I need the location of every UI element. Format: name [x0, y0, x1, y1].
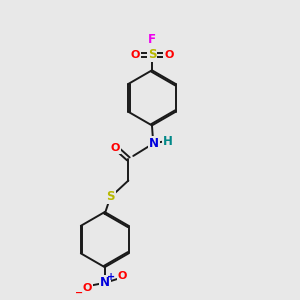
Text: S: S	[106, 190, 115, 203]
Text: +: +	[106, 272, 115, 282]
Text: O: O	[82, 283, 92, 293]
Text: H: H	[163, 135, 173, 148]
Text: N: N	[149, 136, 159, 150]
Text: S: S	[148, 48, 156, 61]
Text: O: O	[111, 143, 120, 153]
Text: O: O	[118, 271, 127, 281]
Text: F: F	[148, 33, 156, 46]
Text: N: N	[100, 276, 110, 290]
Text: O: O	[130, 50, 140, 59]
Text: −: −	[75, 288, 83, 298]
Text: O: O	[164, 50, 173, 59]
